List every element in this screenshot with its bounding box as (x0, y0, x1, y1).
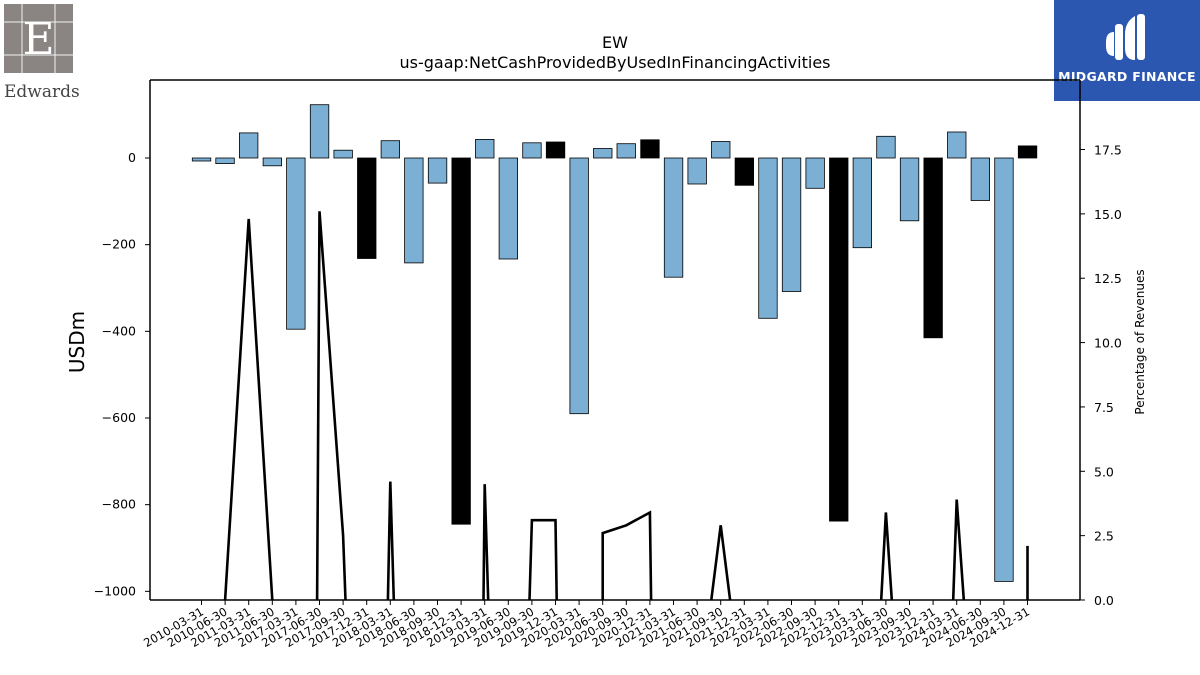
bar (593, 148, 613, 159)
y-tick-label: −800 (102, 497, 136, 512)
bar (191, 157, 212, 162)
bar (829, 157, 849, 522)
midgard-wordmark: MIDGARD FINANCE (1058, 69, 1196, 84)
revenue-pct-line (951, 499, 966, 601)
edwards-logo: E Edwards (4, 4, 80, 102)
revenue-pct-line (223, 218, 274, 601)
y2-tick-label: 12.5 (1094, 271, 1122, 286)
bar (734, 157, 754, 186)
y2-tick-label: 7.5 (1094, 400, 1114, 415)
bar (357, 157, 377, 259)
revenue-pct-line (528, 518, 558, 601)
bar (994, 157, 1014, 582)
bar (616, 143, 636, 159)
revenue-pct-line (315, 211, 347, 601)
midgard-emblem-icon (1106, 14, 1145, 60)
y2-tick-label: 2.5 (1094, 529, 1114, 544)
chart-title: EW (602, 33, 628, 52)
bar (545, 141, 566, 159)
bar (899, 157, 920, 222)
plot-area: −1000 −800 −600 −400 −200 0 0.0 2.5 5.0 7.5 10.0 12… (94, 79, 1122, 650)
bar (333, 149, 353, 159)
bar (498, 157, 519, 260)
bar (286, 157, 306, 330)
bar (758, 157, 778, 319)
midgard-finance-logo: MIDGARD FINANCE (1054, 0, 1200, 101)
bar (522, 142, 542, 159)
y2-tick-label: 17.5 (1094, 143, 1122, 158)
bar (970, 157, 990, 201)
edwards-wordmark: Edwards (4, 82, 80, 102)
y2-tick-label: 10.0 (1094, 336, 1122, 351)
bar (663, 157, 684, 278)
y-tick-label: −200 (102, 237, 136, 252)
y-axis-label: USDm (65, 311, 89, 373)
bar (711, 141, 731, 159)
bar (923, 157, 943, 339)
bar (805, 157, 825, 189)
y-tick-label: −400 (102, 323, 136, 338)
bar (852, 157, 872, 249)
revenue-pct-line (601, 510, 653, 601)
revenue-pct-line (710, 525, 732, 601)
revenue-pct-line (386, 481, 396, 601)
bar (427, 157, 448, 184)
bar (451, 157, 471, 525)
edwards-monogram-icon: E (4, 4, 73, 73)
chart-subtitle: us-gaap:NetCashProvidedByUsedInFinancing… (399, 53, 830, 72)
y-tick-label: −1000 (94, 583, 136, 598)
bar (238, 132, 259, 159)
bar (876, 135, 896, 159)
bar (309, 104, 330, 159)
y-tick-label: 0 (128, 150, 136, 165)
bar (569, 157, 589, 415)
y2-axis-label: Percentage of Revenues (1133, 269, 1147, 414)
bar (781, 157, 802, 292)
bar (475, 138, 495, 159)
bar (404, 157, 424, 264)
y2-tick-label: 15.0 (1094, 207, 1122, 222)
revenue-pct-line (482, 484, 490, 601)
bar (687, 157, 707, 185)
bar (640, 139, 660, 159)
svg-text:E: E (22, 14, 54, 65)
bar (380, 140, 401, 159)
revenue-pct-line (879, 512, 894, 601)
y2-tick-label: 5.0 (1094, 464, 1114, 479)
y2-tick-label: 0.0 (1094, 593, 1114, 608)
bar (262, 157, 283, 167)
bar (215, 157, 235, 164)
bar (947, 131, 967, 159)
bar (1017, 145, 1038, 159)
y-tick-label: −600 (102, 410, 136, 425)
